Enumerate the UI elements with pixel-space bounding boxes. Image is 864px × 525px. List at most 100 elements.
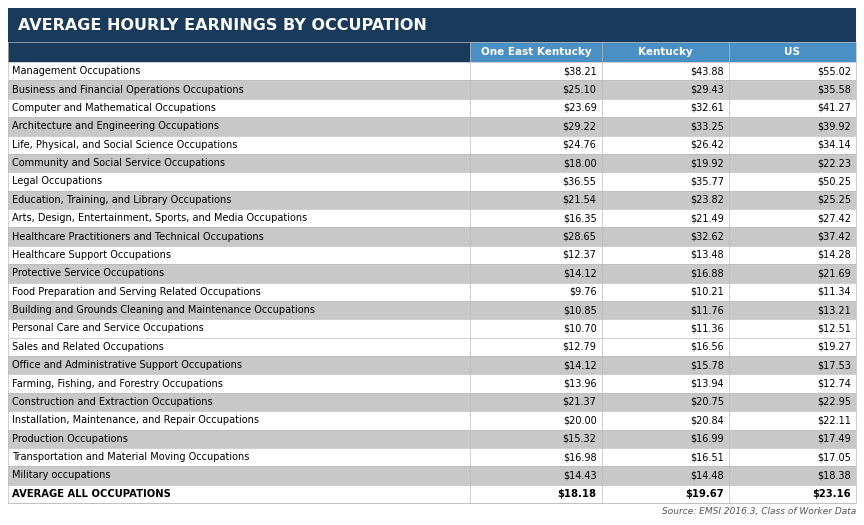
Text: $16.51: $16.51	[690, 452, 724, 462]
Text: Healthcare Practitioners and Technical Occupations: Healthcare Practitioners and Technical O…	[12, 232, 264, 242]
Text: $10.85: $10.85	[562, 305, 597, 315]
Text: AVERAGE ALL OCCUPATIONS: AVERAGE ALL OCCUPATIONS	[12, 489, 171, 499]
Text: $9.76: $9.76	[569, 287, 597, 297]
Bar	[8, 448, 856, 466]
Text: $29.43: $29.43	[690, 85, 724, 94]
Text: $17.49: $17.49	[817, 434, 851, 444]
Text: Education, Training, and Library Occupations: Education, Training, and Library Occupat…	[12, 195, 232, 205]
Text: $14.43: $14.43	[563, 470, 597, 480]
Text: Source: EMSI 2016.3, Class of Worker Data: Source: EMSI 2016.3, Class of Worker Dat…	[662, 507, 856, 516]
Text: Protective Service Occupations: Protective Service Occupations	[12, 268, 164, 278]
Bar	[8, 154, 856, 172]
Text: Community and Social Service Occupations: Community and Social Service Occupations	[12, 158, 225, 168]
Text: Life, Physical, and Social Science Occupations: Life, Physical, and Social Science Occup…	[12, 140, 238, 150]
Text: $34.14: $34.14	[817, 140, 851, 150]
Text: One East Kentucky: One East Kentucky	[480, 47, 591, 57]
Text: $12.51: $12.51	[817, 323, 851, 333]
Text: Computer and Mathematical Occupations: Computer and Mathematical Occupations	[12, 103, 216, 113]
Text: $22.11: $22.11	[817, 415, 851, 425]
Text: Personal Care and Service Occupations: Personal Care and Service Occupations	[12, 323, 204, 333]
Text: $39.92: $39.92	[817, 121, 851, 131]
Text: $11.36: $11.36	[690, 323, 724, 333]
Text: $20.00: $20.00	[562, 415, 597, 425]
Bar	[8, 42, 470, 62]
Text: $29.22: $29.22	[562, 121, 597, 131]
Text: $26.42: $26.42	[690, 140, 724, 150]
Bar	[8, 99, 856, 117]
Text: $12.74: $12.74	[817, 379, 851, 388]
Bar	[8, 117, 856, 135]
Text: $25.25: $25.25	[816, 195, 851, 205]
Text: $12.37: $12.37	[562, 250, 597, 260]
Text: $14.12: $14.12	[562, 360, 597, 370]
Text: $16.88: $16.88	[690, 268, 724, 278]
Bar	[470, 42, 601, 62]
Text: AVERAGE HOURLY EARNINGS BY OCCUPATION: AVERAGE HOURLY EARNINGS BY OCCUPATION	[18, 17, 427, 33]
Text: $50.25: $50.25	[817, 176, 851, 186]
Text: $22.23: $22.23	[817, 158, 851, 168]
Text: $21.37: $21.37	[562, 397, 597, 407]
Text: $21.69: $21.69	[817, 268, 851, 278]
Bar	[8, 246, 856, 264]
Bar	[8, 429, 856, 448]
Bar	[729, 42, 856, 62]
Text: $24.76: $24.76	[562, 140, 597, 150]
Text: $18.00: $18.00	[563, 158, 597, 168]
Text: $23.82: $23.82	[690, 195, 724, 205]
Text: $11.34: $11.34	[817, 287, 851, 297]
Text: Architecture and Engineering Occupations: Architecture and Engineering Occupations	[12, 121, 219, 131]
Text: $16.35: $16.35	[562, 213, 597, 223]
Text: $20.84: $20.84	[690, 415, 724, 425]
Text: $32.62: $32.62	[690, 232, 724, 242]
Text: $10.70: $10.70	[562, 323, 597, 333]
Text: Arts, Design, Entertainment, Sports, and Media Occupations: Arts, Design, Entertainment, Sports, and…	[12, 213, 308, 223]
Bar	[8, 301, 856, 319]
Bar	[8, 411, 856, 429]
Bar	[8, 8, 856, 42]
Text: $38.21: $38.21	[562, 66, 597, 76]
Text: $17.05: $17.05	[817, 452, 851, 462]
Text: Production Occupations: Production Occupations	[12, 434, 128, 444]
Bar	[8, 374, 856, 393]
Bar	[8, 485, 856, 503]
Text: Transportation and Material Moving Occupations: Transportation and Material Moving Occup…	[12, 452, 250, 462]
Bar	[8, 319, 856, 338]
Text: $14.48: $14.48	[690, 470, 724, 480]
Bar	[8, 80, 856, 99]
Bar	[8, 62, 856, 80]
Text: Construction and Extraction Occupations: Construction and Extraction Occupations	[12, 397, 213, 407]
Text: $14.12: $14.12	[562, 268, 597, 278]
Bar	[8, 191, 856, 209]
Text: $15.78: $15.78	[690, 360, 724, 370]
Text: $35.77: $35.77	[689, 176, 724, 186]
Bar	[8, 264, 856, 282]
Text: $28.65: $28.65	[562, 232, 597, 242]
Text: $22.95: $22.95	[817, 397, 851, 407]
Text: $12.79: $12.79	[562, 342, 597, 352]
Text: $17.53: $17.53	[817, 360, 851, 370]
Text: $23.69: $23.69	[562, 103, 597, 113]
Text: $27.42: $27.42	[817, 213, 851, 223]
Text: Building and Grounds Cleaning and Maintenance Occupations: Building and Grounds Cleaning and Mainte…	[12, 305, 315, 315]
Text: Installation, Maintenance, and Repair Occupations: Installation, Maintenance, and Repair Oc…	[12, 415, 259, 425]
Text: Farming, Fishing, and Forestry Occupations: Farming, Fishing, and Forestry Occupatio…	[12, 379, 223, 388]
Text: $13.21: $13.21	[817, 305, 851, 315]
Bar	[8, 466, 856, 485]
Text: $35.58: $35.58	[817, 85, 851, 94]
Text: $55.02: $55.02	[817, 66, 851, 76]
Text: $36.55: $36.55	[562, 176, 597, 186]
Bar	[8, 393, 856, 411]
Text: $32.61: $32.61	[690, 103, 724, 113]
Text: $19.92: $19.92	[690, 158, 724, 168]
Text: $13.48: $13.48	[690, 250, 724, 260]
Text: $18.18: $18.18	[557, 489, 597, 499]
Bar	[8, 172, 856, 191]
Text: $13.94: $13.94	[690, 379, 724, 388]
Bar	[601, 42, 729, 62]
Text: $18.38: $18.38	[817, 470, 851, 480]
Text: $20.75: $20.75	[689, 397, 724, 407]
Bar	[8, 135, 856, 154]
Text: $16.98: $16.98	[563, 452, 597, 462]
Text: $41.27: $41.27	[817, 103, 851, 113]
Bar	[8, 227, 856, 246]
